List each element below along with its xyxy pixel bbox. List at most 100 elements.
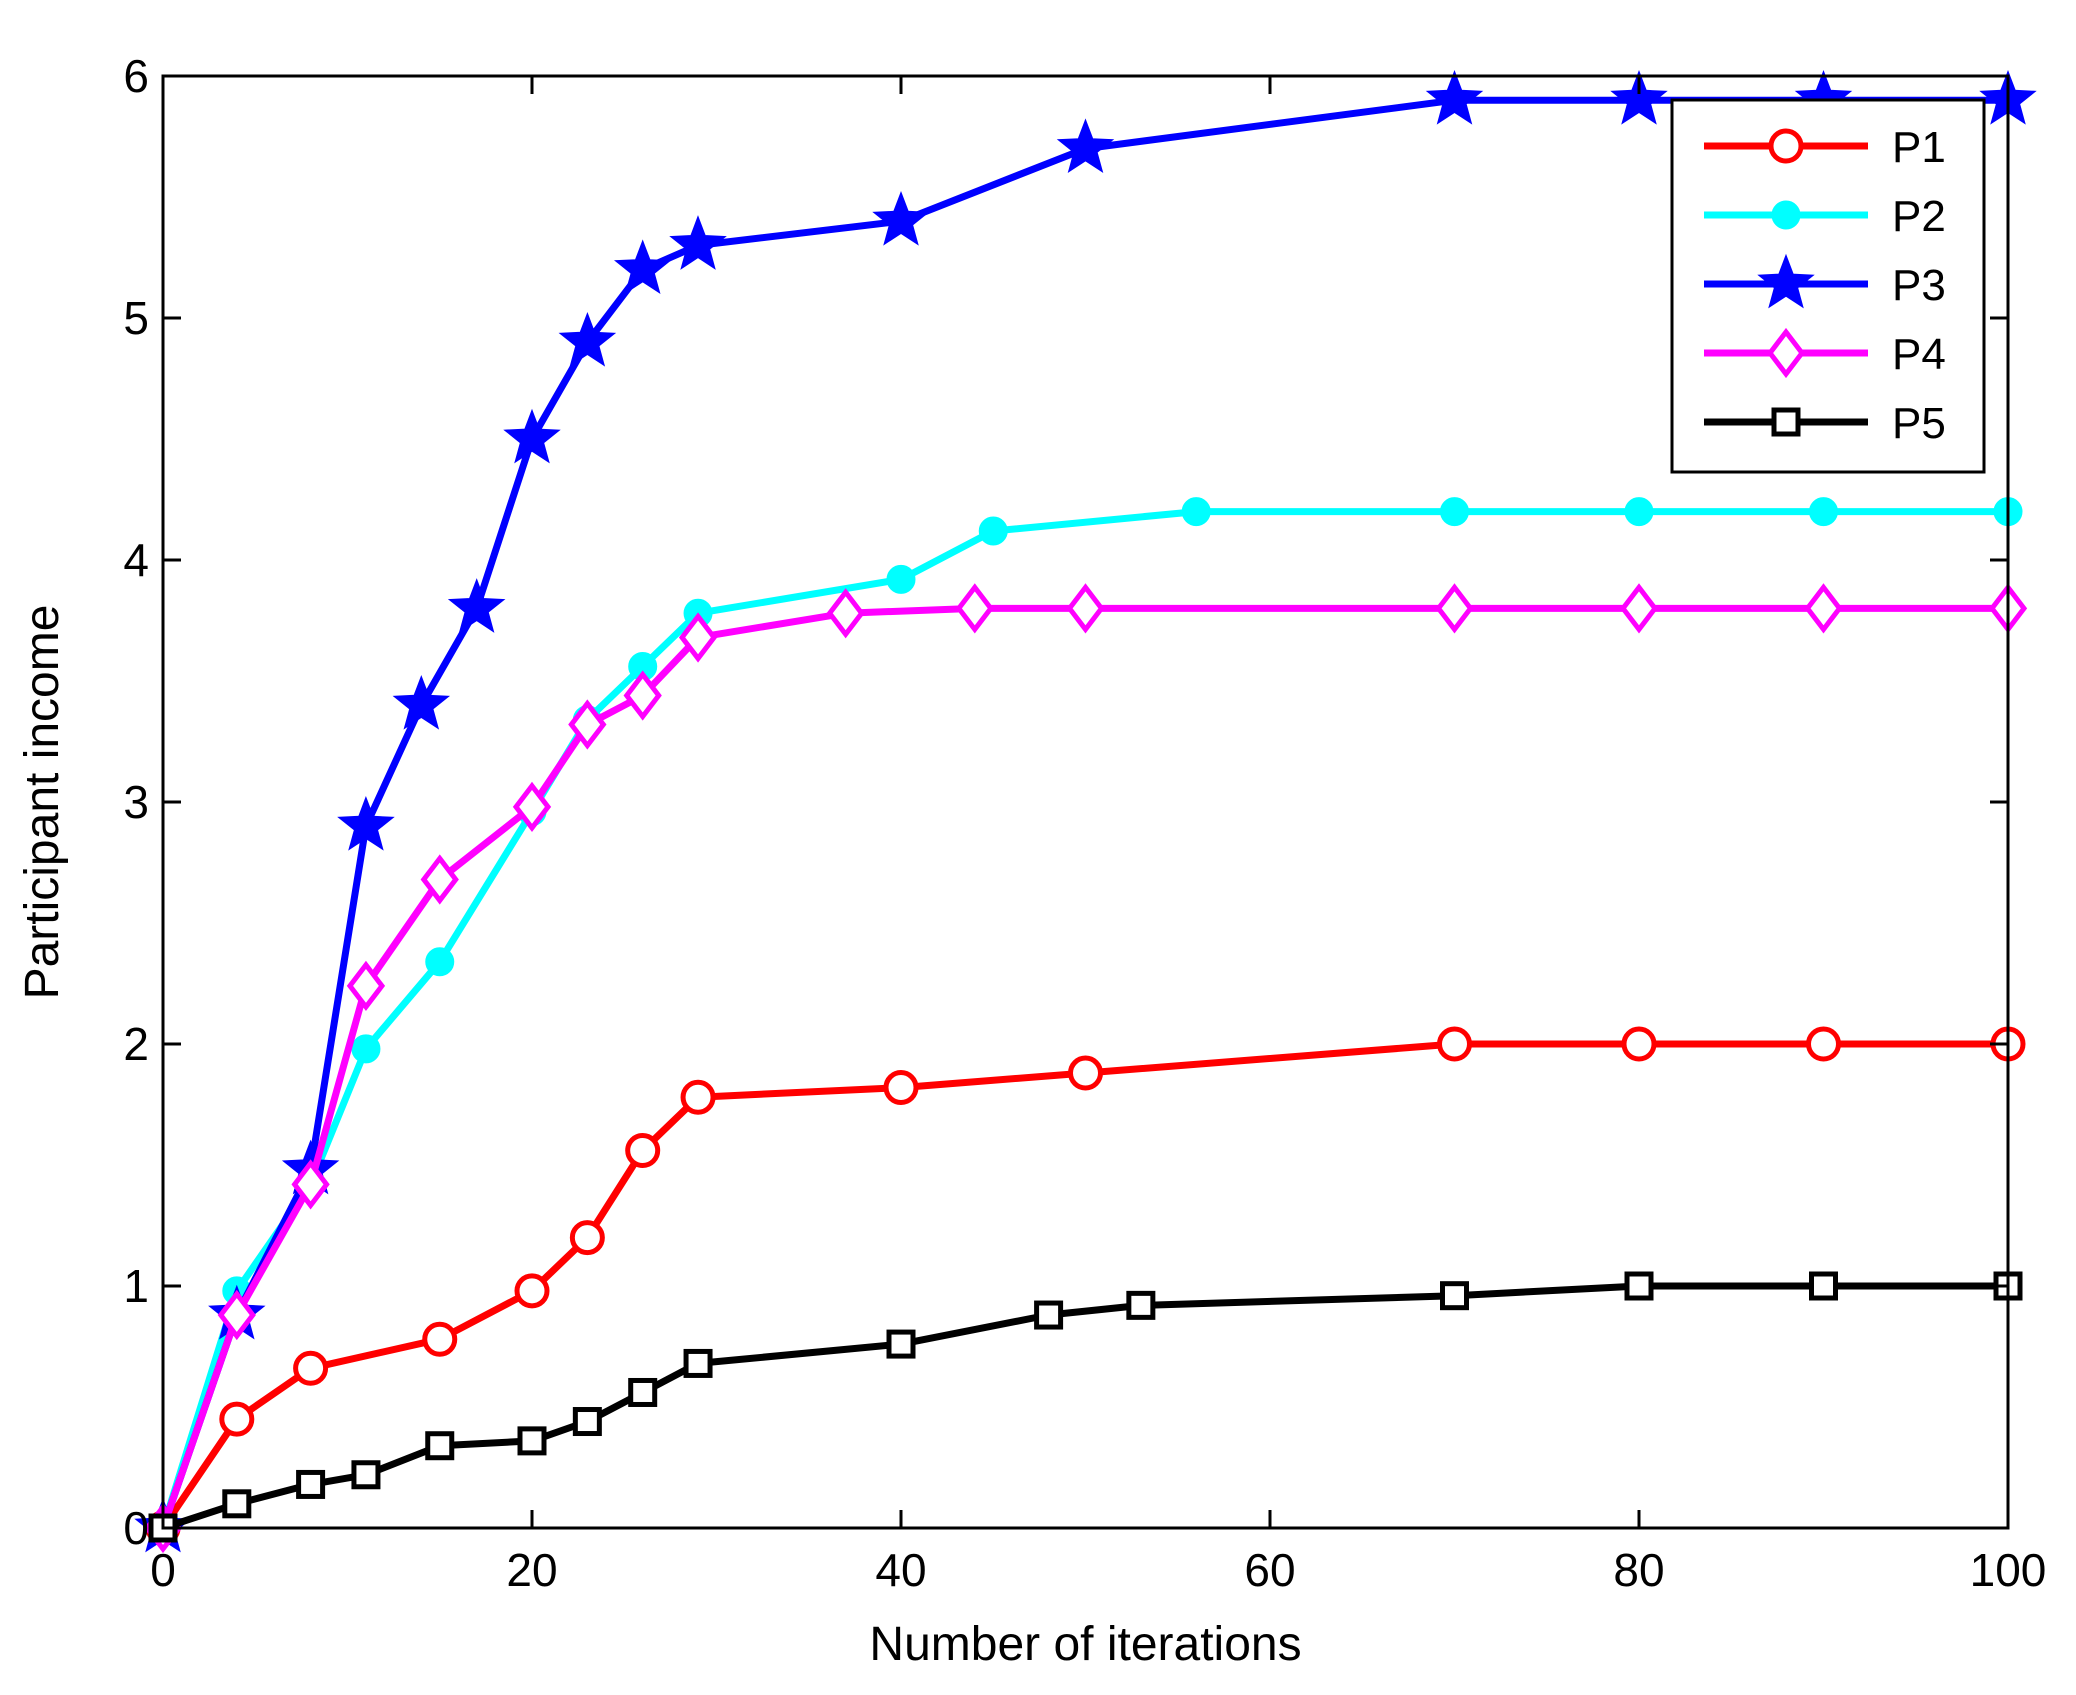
data-point-p3 [447, 578, 506, 633]
data-point-p1 [293, 1350, 329, 1386]
data-point-p3 [669, 215, 727, 270]
data-point-p5 [222, 1489, 252, 1519]
legend-label-p1: P1 [1892, 123, 1946, 172]
series-line-p5 [159, 1282, 2012, 1532]
legend-marker-p4 [1766, 327, 1806, 379]
x-tick-label: 20 [506, 1544, 557, 1596]
data-point-p1 [883, 1070, 919, 1106]
data-point-p5 [517, 1426, 547, 1456]
data-point-p3 [558, 311, 617, 367]
y-tick-label: 5 [123, 292, 149, 344]
data-point-p4 [678, 612, 718, 663]
data-point-p4 [1066, 583, 1105, 634]
data-point-p1 [1437, 1026, 1472, 1062]
series-line-p4 [159, 604, 2012, 1532]
data-point-p3 [392, 674, 451, 730]
data-point-p1 [569, 1220, 605, 1256]
legend-label-p3: P3 [1892, 261, 1946, 310]
data-point-p4 [1435, 583, 1474, 634]
data-point-p4 [955, 583, 994, 634]
data-point-p4 [346, 960, 386, 1012]
data-point-p5 [886, 1329, 916, 1359]
data-point-p2 [351, 1034, 381, 1064]
data-point-p5 [1809, 1271, 1838, 1301]
x-tick-label: 0 [150, 1544, 176, 1596]
data-point-p5 [1624, 1271, 1654, 1301]
series-p5 [148, 1271, 2023, 1543]
data-point-p3 [1610, 69, 1668, 125]
data-point-p1 [219, 1401, 255, 1437]
data-point-p5 [628, 1377, 658, 1407]
data-point-p4 [291, 1159, 330, 1210]
legend-marker-p3 [1757, 253, 1815, 309]
legend-marker-p2 [1771, 200, 1801, 230]
y-tick-label: 4 [123, 534, 149, 586]
data-point-p2 [1440, 497, 1469, 527]
legend-label-p2: P2 [1892, 192, 1946, 241]
data-point-p1 [680, 1079, 716, 1115]
legend-label-p5: P5 [1892, 399, 1946, 448]
legend: P1 P2 P3 P4 P5 [1670, 98, 1986, 474]
x-tick-label: 80 [1613, 1544, 1664, 1596]
data-point-p2 [1809, 497, 1838, 527]
axes: 0 20 40 60 80 100 0 1 2 3 4 5 6 [123, 50, 2046, 1596]
data-point-p2 [886, 564, 916, 594]
data-point-p3 [872, 190, 930, 246]
legend-entry-p2: P2 [1704, 192, 1946, 241]
data-point-p1 [1621, 1026, 1657, 1062]
series-line-p1 [159, 1040, 2012, 1532]
y-axis-label: Participant income [16, 605, 69, 1000]
data-point-p5 [425, 1431, 455, 1461]
data-point-p5 [296, 1469, 326, 1499]
data-point-p3 [503, 408, 561, 464]
y-tick-label: 6 [123, 50, 149, 102]
data-point-p5 [1126, 1290, 1156, 1320]
data-point-p4 [420, 854, 459, 905]
data-point-p3 [1056, 118, 1115, 174]
data-point-p3 [613, 239, 672, 295]
series-line-p2 [159, 508, 2012, 1532]
legend-marker-p5 [1771, 407, 1801, 437]
data-point-p4 [826, 588, 865, 639]
data-point-p3 [1425, 69, 1484, 125]
data-point-p5 [1440, 1281, 1469, 1311]
legend-label-p4: P4 [1892, 330, 1946, 379]
data-point-p4 [1804, 583, 1843, 634]
data-point-p1 [514, 1273, 550, 1309]
data-point-p1 [625, 1132, 661, 1168]
data-point-p1 [1068, 1055, 1103, 1091]
data-point-p5 [572, 1407, 602, 1437]
series-line-p3 [159, 96, 2012, 1532]
legend-entry-p5: P5 [1704, 399, 1946, 448]
data-point-p5 [683, 1348, 713, 1378]
legend-entry-p3: P3 [1704, 253, 1946, 310]
data-point-p3 [337, 795, 395, 851]
data-point-p1 [1806, 1026, 1841, 1062]
legend-marker-p1 [1768, 128, 1804, 164]
data-point-p4 [623, 670, 662, 721]
data-point-p4 [1619, 583, 1659, 634]
data-point-p2 [978, 516, 1008, 546]
series-p1 [145, 1026, 2026, 1546]
data-point-p5 [1034, 1300, 1064, 1330]
data-point-p2 [425, 947, 455, 977]
data-point-p2 [1181, 497, 1211, 527]
y-tick-label: 2 [123, 1018, 149, 1070]
x-tick-label: 100 [1970, 1544, 2047, 1596]
data-point-p4 [512, 781, 552, 832]
y-tick-label: 3 [123, 776, 149, 828]
x-tick-label: 40 [875, 1544, 926, 1596]
data-point-p1 [422, 1321, 458, 1357]
legend-entry-p1: P1 [1704, 123, 1946, 172]
data-point-p2 [1624, 497, 1654, 527]
data-point-p4 [217, 1289, 256, 1341]
data-point-p5 [351, 1460, 381, 1490]
y-tick-label: 1 [123, 1260, 149, 1312]
legend-entry-p4: P4 [1704, 327, 1946, 379]
y-tick-label: 0 [123, 1502, 149, 1554]
data-point-p4 [568, 699, 607, 750]
x-tick-label: 60 [1244, 1544, 1295, 1596]
x-axis-label: Number of iterations [869, 1618, 1301, 1671]
